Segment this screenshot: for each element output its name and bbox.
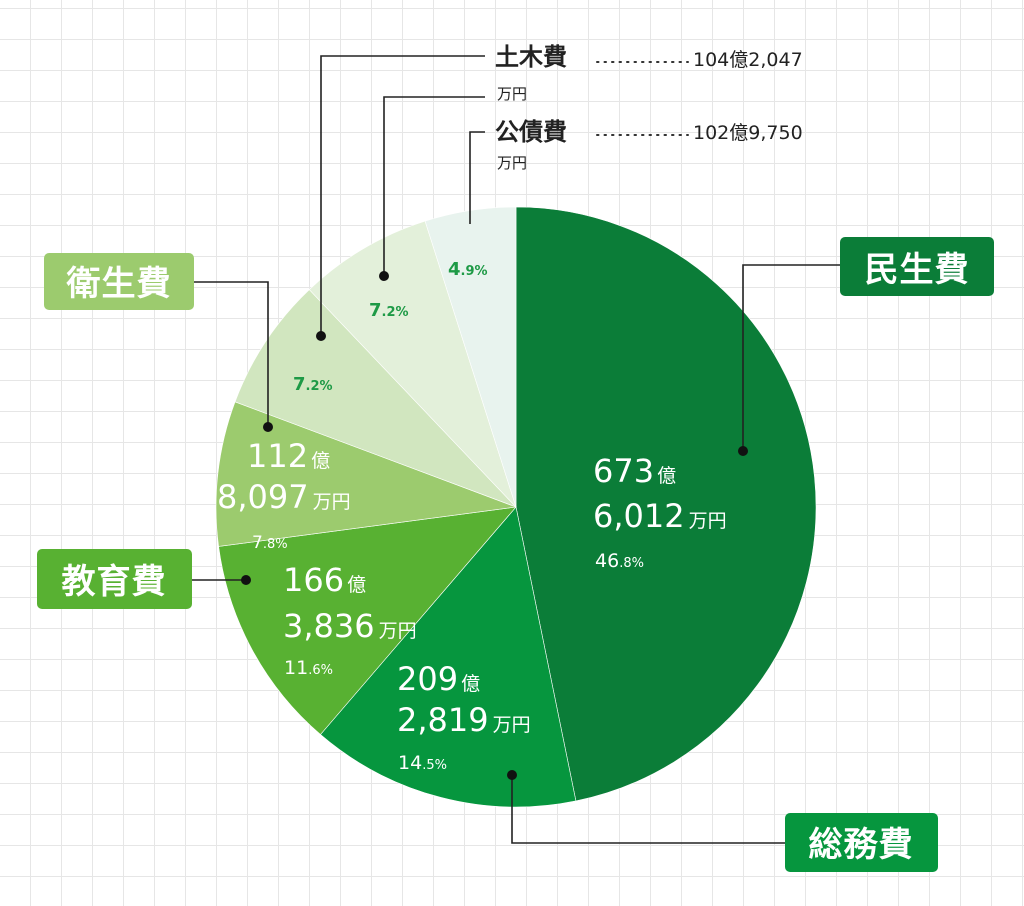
pct-somu: 14.5% (398, 752, 447, 774)
leader-dot-doboku (316, 331, 326, 341)
pct-minsei: 46.8% (595, 550, 644, 572)
label-somu: 総務費 (809, 825, 914, 865)
pct-light-slice-1: 7.2% (293, 374, 333, 395)
leader-dot-eisei (263, 422, 273, 432)
leader-line-somu (511, 775, 785, 844)
label-box-minsei (840, 237, 994, 296)
value-minsei-oku: 673 億 (593, 452, 676, 490)
value-somu-man: 2,819 万円 (397, 701, 531, 739)
leader-line-minsei (742, 264, 840, 451)
leader-dot-minsei (738, 446, 748, 456)
pie-slice-doboku (308, 220, 517, 508)
leader-line-eisei (194, 281, 269, 427)
label-box-somu (785, 813, 938, 872)
pie-slice-kyoiku (218, 506, 517, 735)
value-doboku: 104億2,047 (693, 49, 803, 71)
value-kosai: 102億9,750 (693, 122, 803, 144)
label-box-eisei (44, 253, 194, 310)
value-eisei-man: 8,097 万円 (217, 478, 351, 516)
pct-kosai: 4.9% (448, 259, 488, 280)
pct-doboku: 7.2% (369, 300, 409, 321)
value-somu-oku: 209 億 (397, 660, 480, 698)
value-doboku-unit: 万円 (497, 85, 527, 103)
pct-eisei: 7.8% (252, 533, 288, 553)
label-eisei: 衛生費 (66, 264, 172, 304)
pie-slices (215, 206, 817, 808)
leader-dot-kyoiku (241, 575, 251, 585)
pie-slice-minsei (515, 206, 817, 802)
value-kyoiku-man: 3,836 万円 (283, 607, 417, 645)
leader-dot-somu (507, 770, 517, 780)
value-eisei-oku: 112 億 (247, 437, 330, 475)
pct-kyoiku: 11.6% (284, 657, 333, 679)
label-box-kyoiku (37, 549, 192, 609)
pie-slice-eisei (215, 401, 517, 547)
label-doboku: 土木費 (495, 43, 567, 71)
label-kosai: 公債費 (495, 118, 567, 146)
pie-slice-light-1 (234, 289, 517, 508)
leader-line-7-2-light (383, 96, 485, 276)
leader-line-kosai (469, 131, 485, 224)
label-kyoiku: 教育費 (62, 562, 167, 602)
value-kosai-unit: 万円 (497, 154, 527, 172)
value-minsei-man: 6,012 万円 (593, 497, 727, 535)
leader-dot-7-2-light (379, 271, 389, 281)
pie-slice-somu (320, 506, 577, 808)
label-minsei: 民生費 (865, 250, 970, 290)
value-kyoiku-oku: 166 億 (283, 561, 366, 599)
leader-line-doboku (320, 55, 485, 336)
